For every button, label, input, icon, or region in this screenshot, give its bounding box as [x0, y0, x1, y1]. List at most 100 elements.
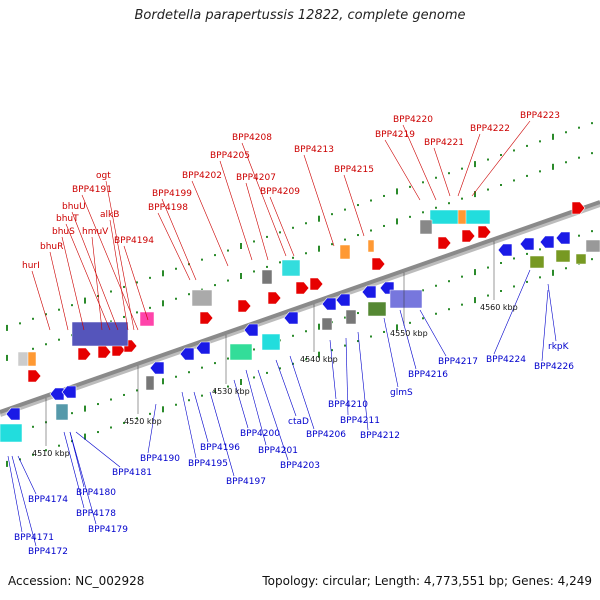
tick-mark: [175, 297, 177, 300]
forward-label-leader: [191, 180, 229, 267]
tick-mark: [292, 226, 294, 229]
tick-mark: [136, 389, 138, 392]
tick-mark: [123, 315, 125, 318]
tick-mark: [240, 379, 242, 385]
tick-mark: [45, 343, 47, 346]
tick-mark: [487, 294, 489, 297]
tick-mark: [227, 249, 229, 252]
tick-mark: [214, 284, 216, 287]
reverse-label-leader: [357, 331, 369, 431]
tick-mark: [448, 280, 450, 283]
gene-block-orange: [457, 209, 467, 225]
tick-mark: [110, 426, 112, 429]
tick-mark: [565, 131, 567, 134]
gene-block-grey: [261, 269, 273, 285]
tick-mark: [266, 265, 268, 268]
tick-mark: [318, 215, 320, 222]
tick-mark: [539, 170, 541, 173]
reverse-gene-arrow: [61, 385, 77, 399]
tick-mark: [539, 248, 541, 251]
tick-mark: [357, 234, 359, 237]
tick-mark: [266, 371, 268, 374]
reverse-gene-label: BPP4174: [28, 495, 68, 505]
tick-mark: [162, 300, 164, 307]
tick-mark: [526, 144, 528, 147]
forward-gene-label: BPP4208: [232, 133, 272, 143]
tick-mark: [422, 289, 424, 292]
reverse-gene-label: BPP4171: [14, 533, 54, 543]
tick-mark: [188, 263, 190, 266]
tick-mark: [175, 267, 177, 270]
tick-mark: [32, 347, 34, 350]
tick-mark: [227, 357, 229, 360]
gene-block-pink: [139, 311, 155, 327]
gene-block-grey: [17, 351, 29, 367]
tick-mark: [578, 156, 580, 159]
tick-mark: [305, 330, 307, 333]
gene-block-grey: [191, 289, 213, 307]
reverse-gene-label: BPP4180: [76, 488, 116, 498]
tick-mark: [201, 394, 203, 397]
forward-gene-label: bhuR: [40, 242, 63, 252]
gene-block-orange: [27, 351, 37, 367]
tick-mark: [357, 312, 359, 315]
accession-label: Accession: NC_002928: [8, 574, 145, 588]
forward-label-leader: [105, 180, 135, 331]
reverse-label-leader: [345, 337, 349, 416]
tick-mark: [305, 358, 307, 361]
backbone-line: [0, 200, 600, 414]
forward-gene-label: bhuU: [62, 202, 86, 212]
tick-mark: [58, 338, 60, 341]
reverse-label-leader: [69, 431, 85, 488]
forward-label-leader: [61, 236, 85, 331]
reverse-gene-arrow: [321, 297, 337, 311]
label-leader-lines: [7, 120, 557, 547]
forward-gene-label: BPP4219: [375, 130, 415, 140]
forward-gene-label: BPP4194: [114, 236, 154, 246]
tick-mark: [526, 252, 528, 255]
tick-mark: [97, 431, 99, 434]
reverse-gene-arrow: [5, 407, 21, 421]
tick-mark: [201, 366, 203, 369]
reverse-gene-label: BPP4210: [328, 400, 368, 410]
forward-gene-label: BPP4209: [260, 187, 300, 197]
tick-mark: [591, 152, 593, 155]
reverse-gene-label: BPP4216: [408, 370, 448, 380]
tick-mark: [539, 276, 541, 279]
reverse-gene-label: BPP4195: [188, 459, 228, 469]
tick-mark: [292, 256, 294, 259]
scale-label: 4560 kbp: [480, 303, 518, 312]
forward-label-leader: [343, 174, 365, 237]
forward-label-leader: [71, 211, 119, 331]
reverse-gene-arrow: [149, 361, 165, 375]
reverse-gene-label: BPP4190: [140, 454, 180, 464]
tick-mark: [188, 399, 190, 402]
reverse-label-leader: [399, 309, 417, 370]
forward-label-leader: [384, 139, 421, 201]
tick-mark: [97, 403, 99, 406]
gene-block-grey: [345, 309, 357, 325]
tick-mark: [487, 158, 489, 161]
forward-label-leader: [303, 154, 335, 247]
gene-block-teal: [55, 403, 69, 421]
forward-label-leader: [245, 182, 269, 261]
tick-mark: [500, 154, 502, 156]
forward-label-leader: [269, 196, 295, 257]
tick-mark: [32, 425, 34, 428]
tick-mark: [357, 340, 359, 343]
forward-label-leader: [49, 251, 69, 331]
forward-gene-arrow: [267, 291, 282, 305]
reverse-gene-arrow: [195, 341, 211, 355]
forward-gene-label: ogt: [96, 171, 111, 181]
reverse-gene-label: BPP4197: [226, 477, 266, 487]
tick-mark: [32, 317, 34, 320]
tick-mark: [214, 390, 216, 393]
reverse-label-leader: [289, 355, 315, 430]
tick-mark: [188, 371, 190, 374]
reverse-label-leader: [419, 309, 447, 357]
tick-mark: [357, 204, 359, 207]
tick-mark: [58, 444, 60, 447]
genome-summary: Topology: circular; Length: 4,773,551 bp…: [262, 574, 592, 588]
tick-mark: [591, 230, 593, 233]
